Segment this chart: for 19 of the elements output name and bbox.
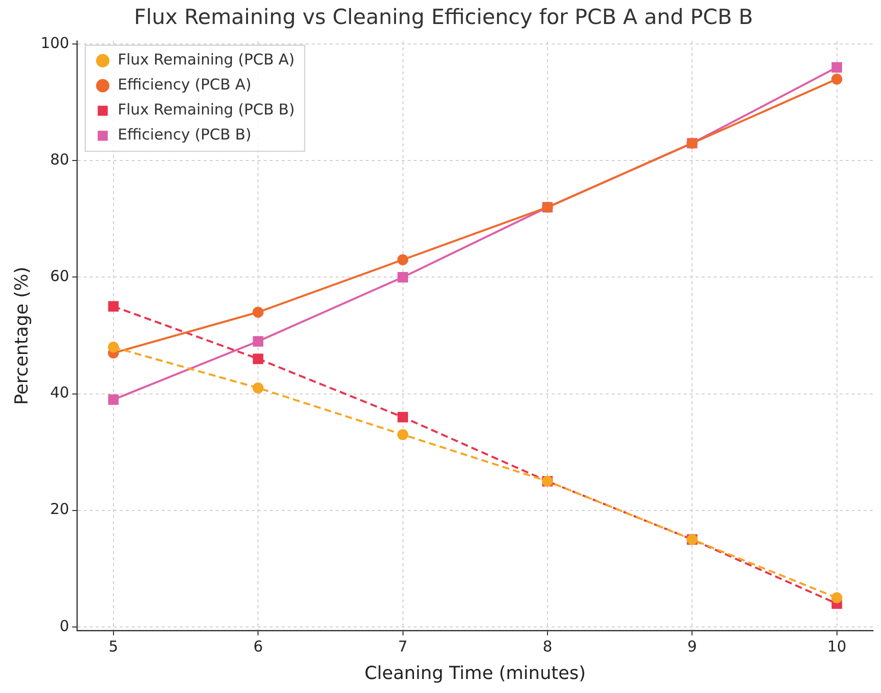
- legend-label: Flux Remaining (PCB A): [118, 50, 295, 69]
- y-tick-label: 100: [40, 34, 70, 52]
- y-tick-label: 40: [50, 384, 70, 402]
- x-tick-label: 6: [253, 637, 263, 656]
- legend-label: Efficiency (PCB B): [118, 126, 252, 144]
- x-axis-title: Cleaning Time (minutes): [364, 662, 586, 684]
- y-axis-title: Percentage (%): [11, 266, 32, 405]
- legend-label: Flux Remaining (PCB B): [118, 100, 295, 119]
- chart-title: Flux Remaining vs Cleaning Efficiency for PCB A and PCB B: [134, 5, 754, 30]
- y-tick-label: 80: [50, 150, 70, 169]
- y-tick-label: 20: [50, 500, 70, 518]
- x-tick-label: 5: [108, 637, 118, 656]
- x-tick-label: 7: [398, 637, 408, 656]
- y-tick-label: 60: [50, 267, 70, 286]
- y-tick-label: 0: [60, 616, 70, 635]
- legend-label: Efficiency (PCB A): [118, 76, 252, 94]
- x-tick-label: 9: [687, 637, 697, 656]
- x-tick-label: 8: [542, 637, 552, 656]
- x-tick-label: 10: [827, 637, 846, 656]
